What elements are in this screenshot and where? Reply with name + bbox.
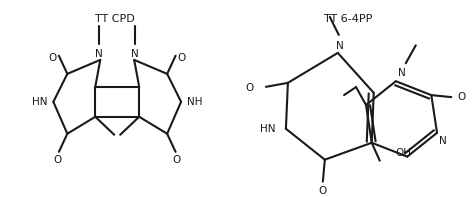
Text: N: N xyxy=(336,41,344,51)
Text: TT 6-4PP: TT 6-4PP xyxy=(324,14,372,24)
Text: N: N xyxy=(131,49,139,59)
Text: HN: HN xyxy=(32,97,47,107)
Text: OH: OH xyxy=(396,148,412,158)
Text: O: O xyxy=(173,155,181,165)
Text: N: N xyxy=(95,49,103,59)
Text: NH: NH xyxy=(187,97,203,107)
Text: O: O xyxy=(319,186,327,196)
Text: HN: HN xyxy=(260,124,276,134)
Text: O: O xyxy=(177,53,186,63)
Text: TT CPD: TT CPD xyxy=(95,14,135,24)
Text: O: O xyxy=(54,155,62,165)
Text: N: N xyxy=(439,136,447,146)
Text: N: N xyxy=(398,68,406,78)
Text: O: O xyxy=(49,53,57,63)
Text: O: O xyxy=(246,83,254,93)
Text: O: O xyxy=(457,92,465,102)
